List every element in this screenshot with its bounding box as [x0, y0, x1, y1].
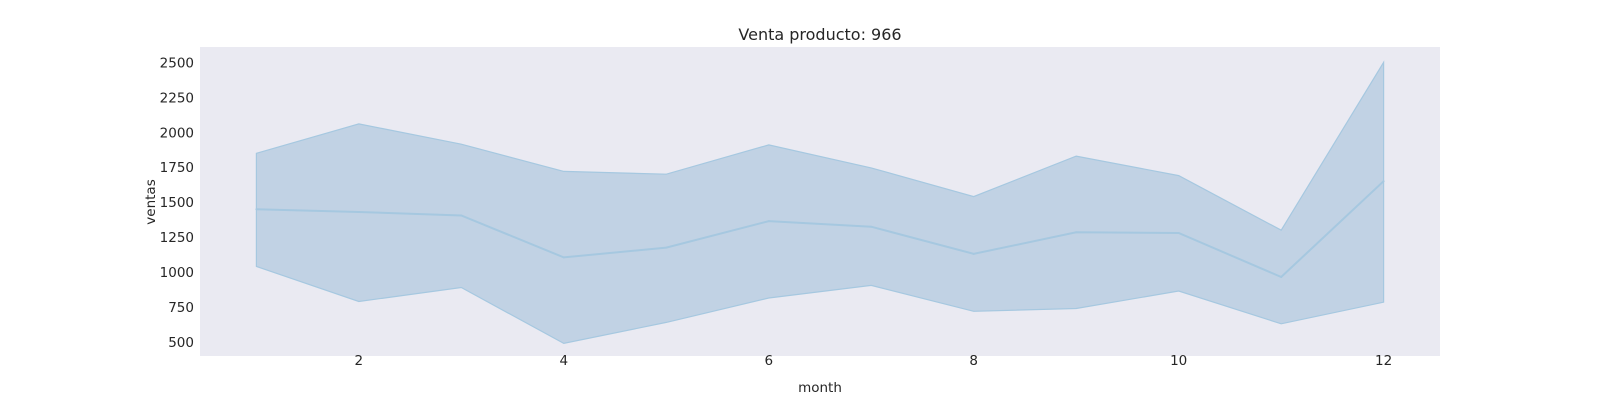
data-point: [357, 211, 360, 213]
series-line: [256, 180, 1385, 279]
y-axis-ticks: 500 750 1000 1250 1500 1750 2000 2250 2500: [160, 55, 194, 351]
x-axis-ticks: 2 4 6 8 10 12: [355, 353, 1393, 369]
y-tick-label: 2000: [160, 125, 194, 141]
y-tick-label: 2500: [160, 55, 194, 71]
data-point: [767, 220, 770, 223]
y-tick-label: 500: [168, 335, 194, 351]
x-tick-label: 4: [560, 353, 569, 369]
data-point: [870, 225, 873, 228]
y-tick-label: 750: [168, 300, 194, 316]
data-point: [1280, 276, 1283, 278]
data-point: [255, 208, 258, 211]
x-axis-label: month: [798, 380, 842, 396]
confidence-band: [255, 60, 1385, 345]
y-tick-label: 1500: [160, 195, 194, 211]
y-tick-label: 1000: [160, 265, 194, 281]
data-point: [562, 256, 565, 259]
x-tick-label: 8: [969, 353, 978, 369]
y-tick-label: 2250: [160, 90, 194, 106]
data-point: [1177, 232, 1180, 234]
data-point: [460, 214, 463, 217]
x-tick-label: 2: [355, 353, 364, 369]
x-tick-label: 10: [1170, 353, 1187, 369]
data-point: [1075, 231, 1078, 234]
x-tick-label: 6: [765, 353, 774, 369]
data-point: [972, 252, 975, 255]
y-tick-label: 1250: [160, 230, 194, 246]
chart-title: Venta producto: 966: [738, 25, 901, 44]
data-points: [255, 180, 1385, 278]
x-tick-label: 12: [1375, 353, 1392, 369]
y-axis-label: ventas: [143, 179, 159, 224]
data-point: [665, 246, 668, 249]
data-point: [1382, 180, 1385, 183]
y-tick-label: 1750: [160, 160, 194, 176]
